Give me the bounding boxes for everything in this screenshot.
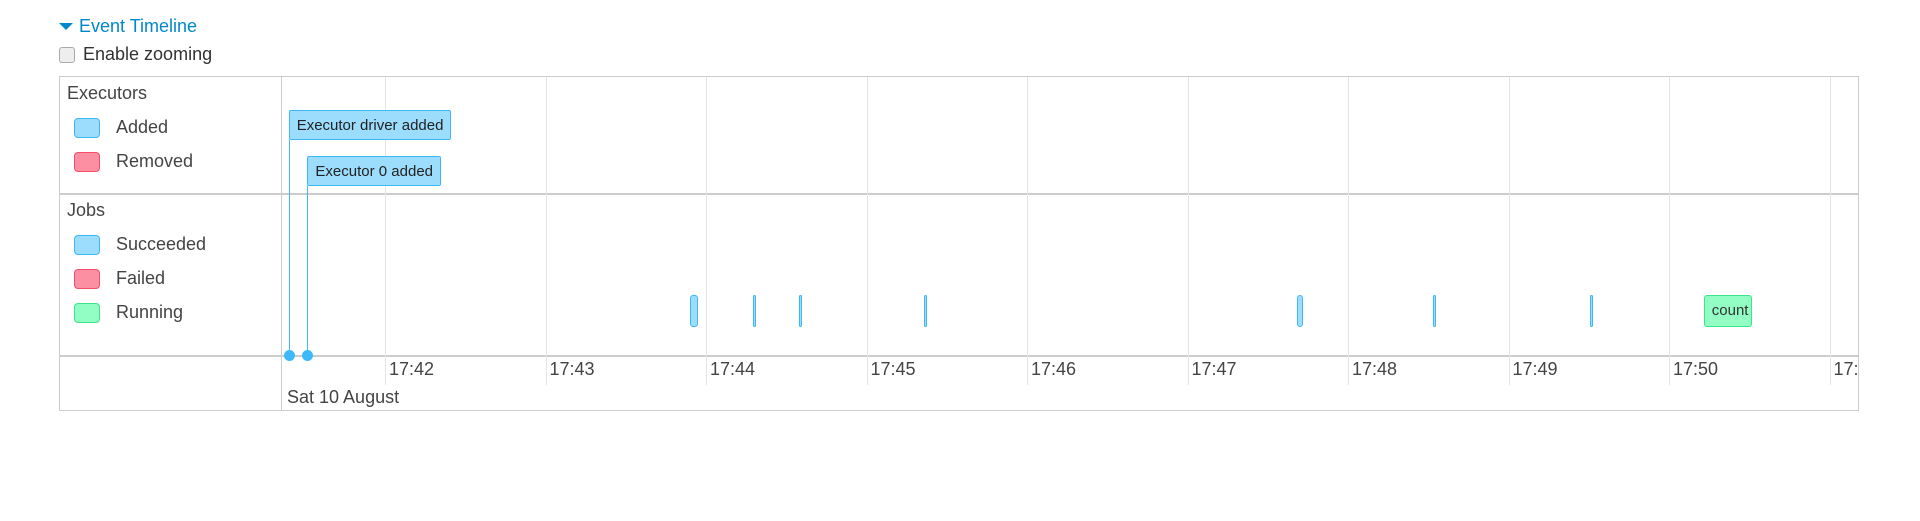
axis-tick-label: 17:50 (1673, 359, 1719, 379)
legend-swatch (74, 117, 100, 138)
legend-label: Added (116, 117, 169, 137)
legend-failed: Failed (74, 268, 165, 289)
executor-event-dot[interactable] (302, 350, 314, 361)
legend-swatch (74, 268, 100, 289)
axis-date-label: Sat 10 August (287, 387, 400, 407)
legend-swatch (74, 151, 100, 172)
job-succeeded[interactable] (1590, 295, 1594, 327)
executor-event[interactable]: Executor 0 added (307, 156, 442, 186)
grid-line (385, 77, 386, 385)
event-timeline-title: Event Timeline (79, 16, 198, 36)
legend-succeeded: Succeeded (74, 234, 206, 255)
job-succeeded[interactable] (753, 295, 757, 327)
job-running[interactable]: count (1703, 295, 1752, 327)
group-title: Executors (67, 83, 148, 103)
job-succeeded[interactable] (924, 295, 928, 327)
executor-event-line (288, 140, 290, 355)
grid-line (866, 77, 868, 385)
group-divider (60, 193, 1858, 195)
event-timeline-toggle[interactable]: Event Timeline (59, 16, 197, 37)
legend-swatch (74, 234, 100, 255)
legend-label: Running (116, 302, 184, 322)
legend-swatch (74, 302, 100, 323)
grid-line (1027, 77, 1028, 385)
axis-tick-label: 17:48 (1352, 359, 1398, 379)
timeline-container: Executors Added Removed Jobs Succeeded F… (59, 76, 1859, 411)
legend-label: Removed (116, 151, 194, 171)
grid-line (1829, 77, 1831, 385)
group-labels: Executors Added Removed Jobs Succeeded F… (60, 77, 282, 410)
axis-tick-label: 17:42 (389, 359, 435, 379)
axis-tick-label: 17:46 (1031, 359, 1077, 379)
grid-line (1669, 77, 1670, 385)
executor-event-line (307, 186, 309, 355)
grid-line (706, 77, 707, 385)
timeline-panel[interactable]: Sat 10 August 17:42 17:43 17:44 17:45 17:46 1… (282, 77, 1858, 410)
axis-tick-label: 17:49 (1512, 359, 1558, 379)
job-succeeded[interactable] (1297, 295, 1303, 327)
axis-tick-label: 17:43 (549, 359, 595, 379)
enable-zooming-label: Enable zooming (83, 44, 213, 64)
legend-label: Failed (116, 268, 166, 288)
triangle-down-icon (59, 23, 73, 30)
grid-line (1348, 77, 1349, 385)
axis-tick-label: 17:47 (1191, 359, 1237, 379)
axis-tick-label: 17:44 (710, 359, 756, 379)
grid-line (1187, 77, 1189, 385)
enable-zooming-checkbox[interactable] (59, 46, 75, 63)
grid-line (545, 77, 547, 385)
job-succeeded[interactable] (798, 295, 802, 327)
executor-event-dot[interactable] (283, 350, 295, 361)
legend-label: Succeeded (116, 234, 207, 254)
axis-divider (60, 355, 1858, 357)
axis-tick-label: 17:45 (870, 359, 916, 379)
legend-removed: Removed (74, 151, 193, 172)
axis-tick-label: 17:51 (1833, 359, 1859, 379)
job-succeeded[interactable] (1432, 295, 1436, 327)
executors-group: Executors Added Removed (60, 77, 281, 193)
legend-added: Added (74, 117, 168, 138)
enable-zooming-option[interactable]: Enable zooming (59, 44, 212, 65)
group-title: Jobs (67, 200, 106, 220)
executor-event[interactable]: Executor driver added (288, 110, 452, 140)
grid-line (1508, 77, 1510, 385)
legend-running: Running (74, 302, 183, 323)
job-succeeded[interactable] (689, 295, 698, 327)
